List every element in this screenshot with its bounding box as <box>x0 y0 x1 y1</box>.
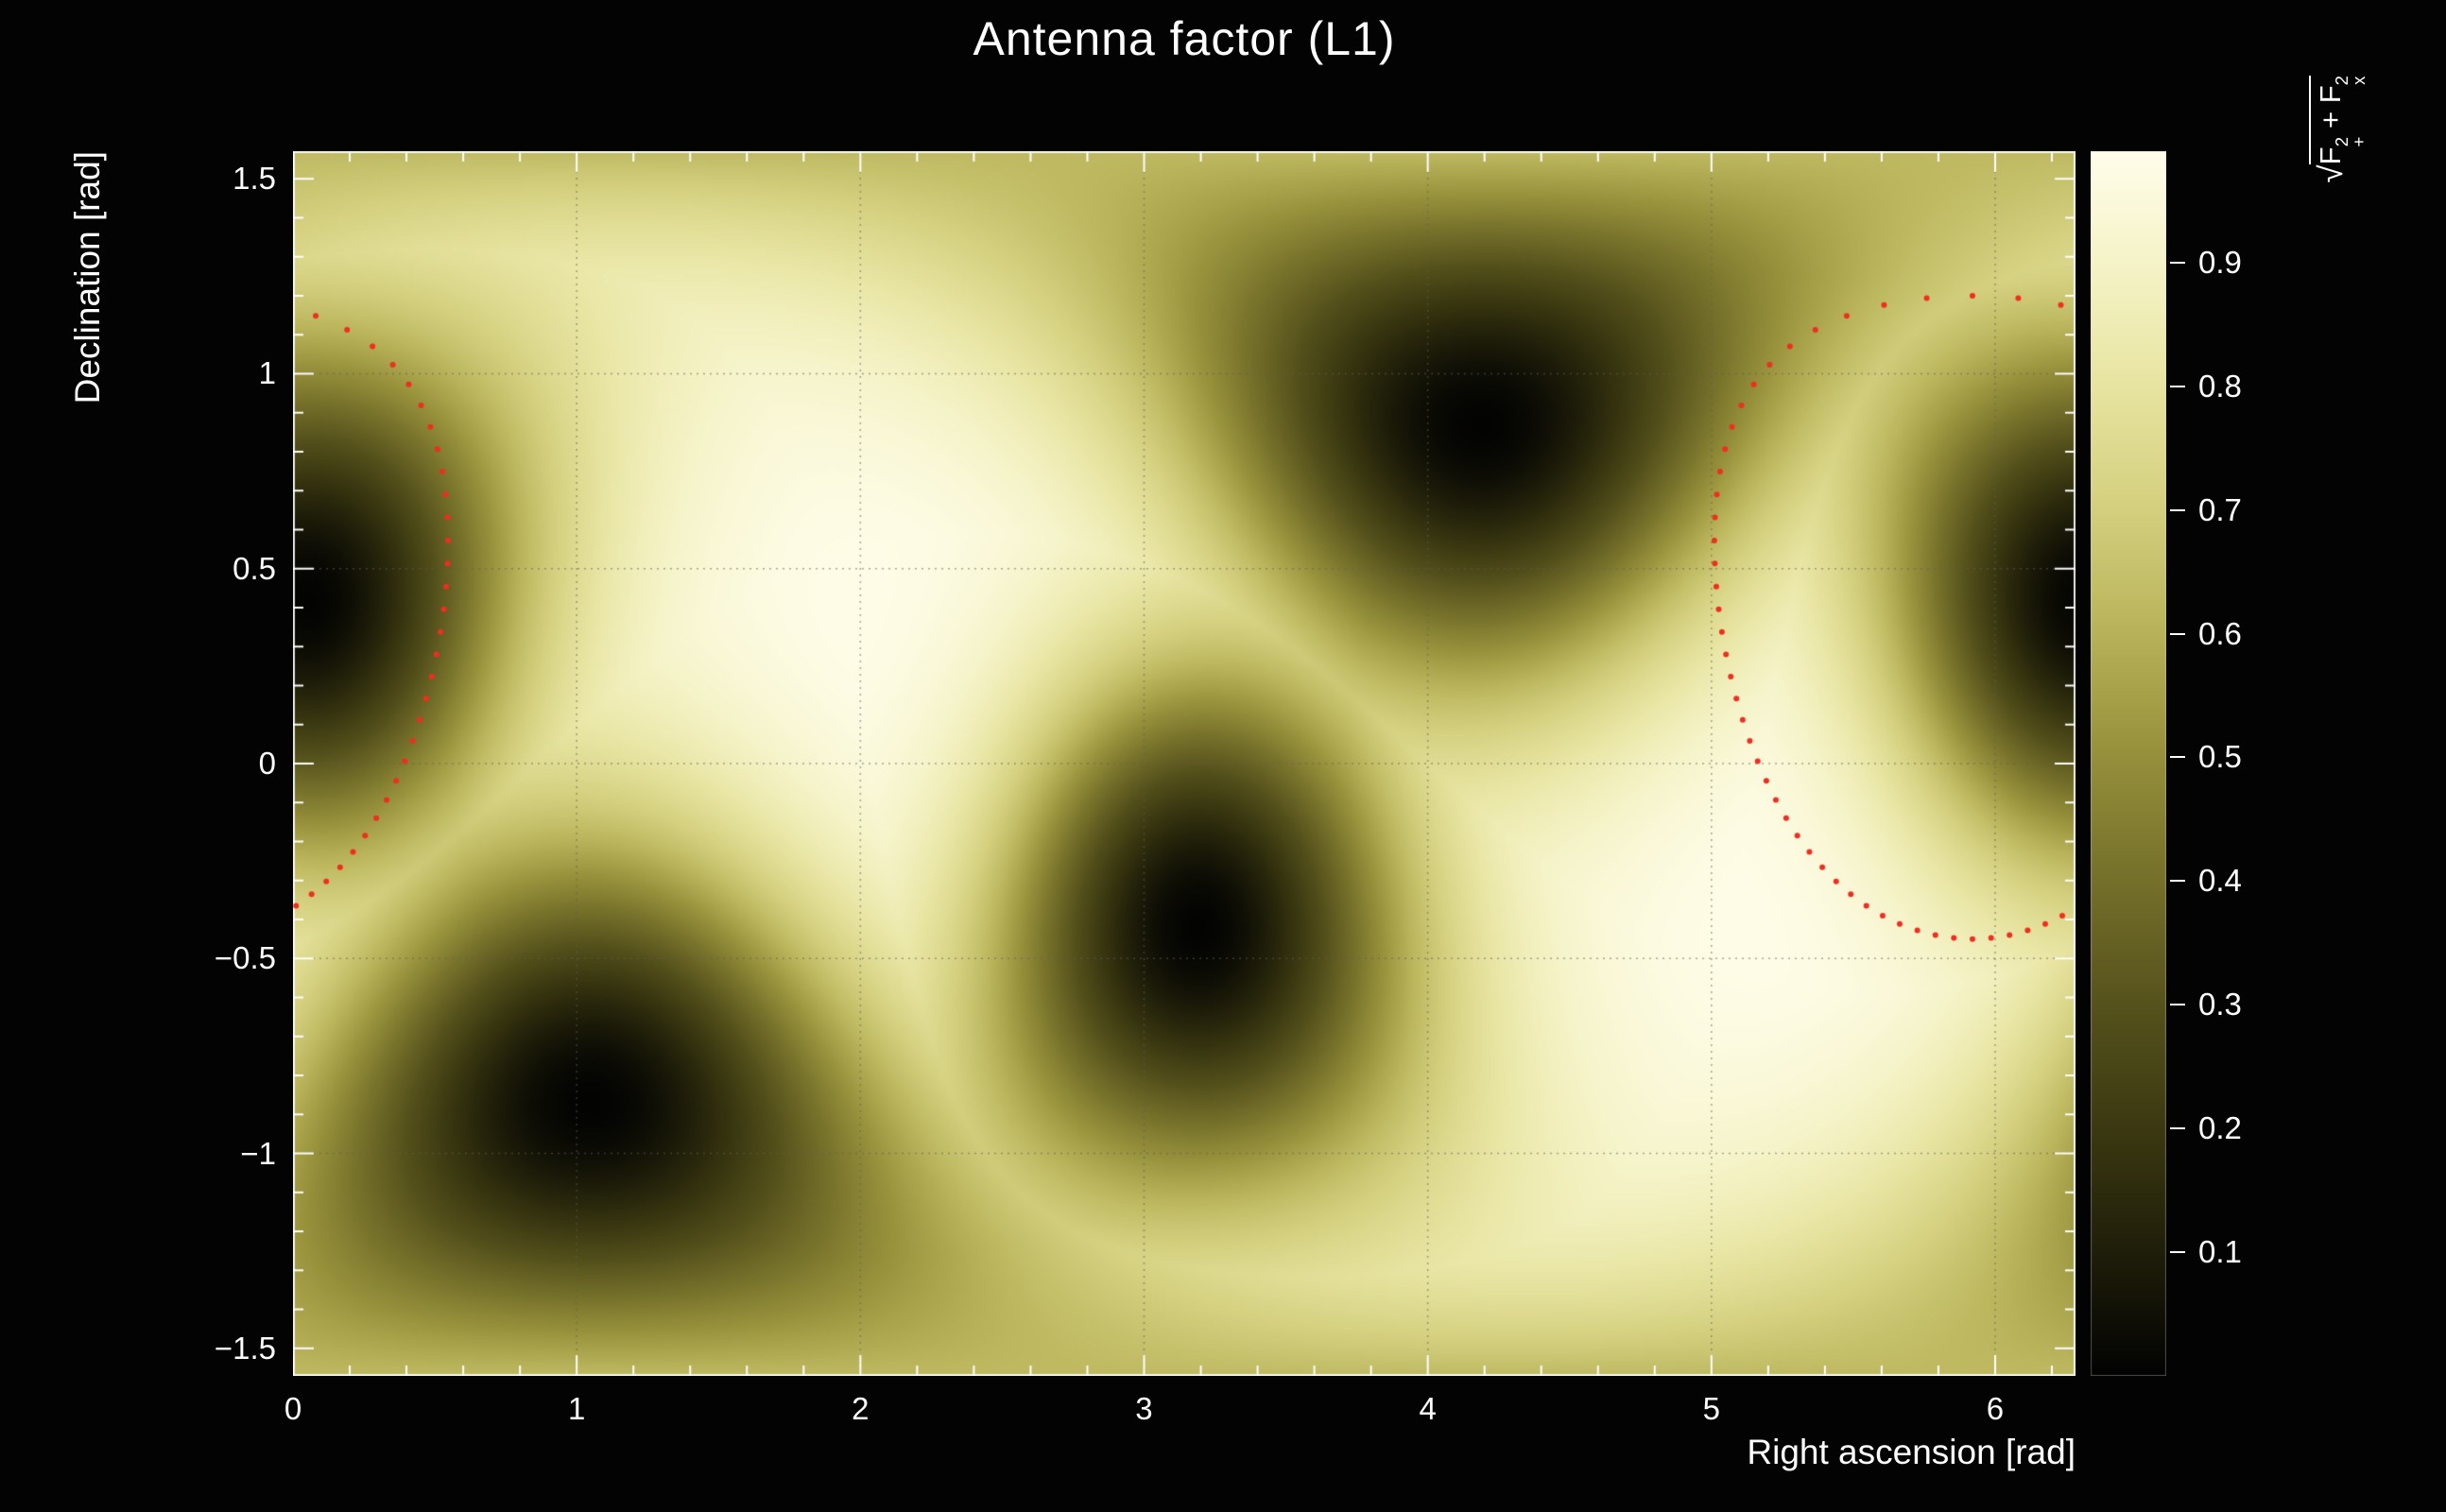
colorbar-gradient-canvas <box>2091 151 2166 1376</box>
plus-sign: + <box>2314 103 2347 137</box>
colorbar-tick-mark <box>2170 508 2185 511</box>
y-tick-label: −0.5 <box>214 940 276 976</box>
x-tick-label: 4 <box>1419 1391 1437 1426</box>
colorbar-tick-label: 0.7 <box>2198 491 2242 527</box>
colorbar-tick-label: 0.3 <box>2198 987 2242 1022</box>
x-tick-label: 5 <box>1702 1391 1720 1426</box>
y-tick-label: 1.5 <box>233 161 276 197</box>
x-tick-label: 2 <box>852 1391 870 1426</box>
plot-overlay-canvas <box>293 151 2076 1376</box>
colorbar-tick-label: 0.9 <box>2198 244 2242 280</box>
colorbar-tick-mark <box>2170 1127 2185 1130</box>
colorbar-tick-mark <box>2170 385 2185 387</box>
colorbar-tick-mark <box>2170 1004 2185 1006</box>
colorbar <box>2091 151 2166 1376</box>
x-tick-label: 1 <box>567 1391 586 1426</box>
x-tick-label: 6 <box>1986 1391 2005 1426</box>
colorbar-tick-mark <box>2170 1251 2185 1254</box>
x-axis-title: Right ascension [rad] <box>1747 1433 2076 1471</box>
y-axis-title: Declination [rad] <box>68 151 107 404</box>
subscript-plus: + <box>2349 136 2369 147</box>
chart-title: Antenna factor (L1) <box>973 12 1396 65</box>
x-tick-label: 0 <box>284 1391 302 1426</box>
y-tick-label: −1 <box>240 1135 276 1171</box>
y-tick-label: 0 <box>258 746 276 781</box>
colorbar-tick-mark <box>2170 632 2185 635</box>
f-plus-scripts: 2 + <box>2332 136 2369 147</box>
colorbar-tick-mark <box>2170 880 2185 883</box>
radical-sign: √ <box>2314 164 2350 183</box>
f-plus-symbol: F <box>2314 146 2347 165</box>
colorbar-tick-label: 0.8 <box>2198 368 2242 404</box>
plot-area <box>293 151 2076 1376</box>
colorbar-tick-mark <box>2170 756 2185 759</box>
f-cross-symbol: F <box>2314 85 2347 104</box>
y-tick-label: 0.5 <box>233 550 276 586</box>
colorbar-tick-label: 0.4 <box>2198 863 2242 899</box>
colorbar-tick-label: 0.1 <box>2198 1234 2242 1270</box>
subscript-cross: x <box>2349 76 2369 85</box>
colorbar-tick-label: 0.5 <box>2198 739 2242 775</box>
y-tick-label: −1.5 <box>214 1330 276 1366</box>
x-tick-label: 3 <box>1135 1391 1153 1426</box>
y-tick-label: 1 <box>258 355 276 391</box>
colorbar-tick-label: 0.6 <box>2198 615 2242 651</box>
colorbar-tick-mark <box>2170 261 2185 264</box>
colorbar-tick-label: 0.2 <box>2198 1110 2242 1146</box>
